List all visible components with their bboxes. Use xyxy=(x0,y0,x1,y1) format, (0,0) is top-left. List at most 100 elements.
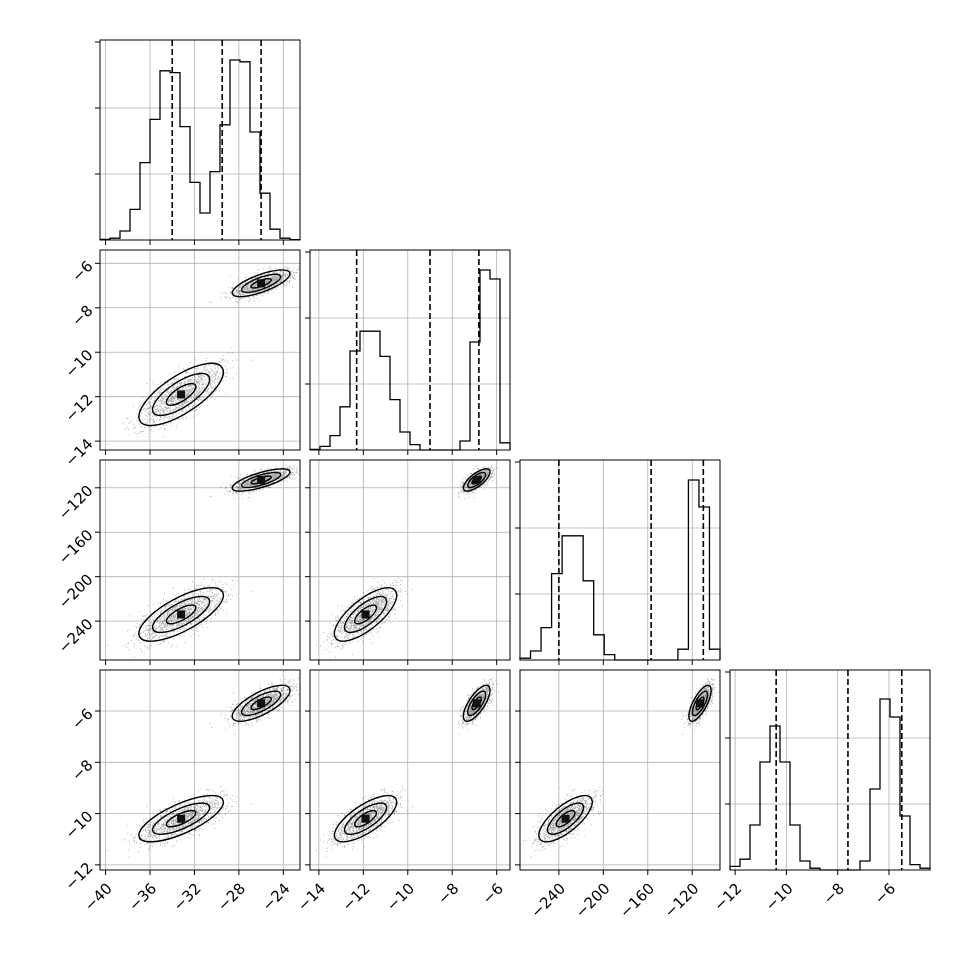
x-tick-label: −12 xyxy=(338,880,373,915)
panel-frame xyxy=(99,459,301,661)
contour-ellipse xyxy=(165,809,197,828)
y-tick-label: −8 xyxy=(68,302,96,330)
panel-frame xyxy=(309,669,511,871)
contour-ellipse xyxy=(353,604,378,625)
density-peak xyxy=(257,279,266,288)
contour-ellipse xyxy=(240,471,282,489)
scatter-points xyxy=(316,677,500,858)
histogram-1 xyxy=(99,59,301,241)
scatter-panel-4-2: −14 −12 −10 −8 −6 xyxy=(294,669,511,915)
x-tick-label: −12 xyxy=(710,880,745,915)
y-tick-label: −12 xyxy=(61,859,96,894)
scatter-dot xyxy=(523,677,719,858)
panel-frame xyxy=(99,39,301,241)
histogram-4 xyxy=(729,698,931,871)
y-tick-label: −160 xyxy=(55,526,97,568)
hist-panel-3 xyxy=(515,459,721,665)
scatter-dot xyxy=(107,264,300,445)
y-tick-label: −14 xyxy=(61,435,96,470)
x-tick-label: −200 xyxy=(572,880,614,922)
scatter-panel-4-1: −40 −36 −32 −28 −24 −12 −10 −8 −6 xyxy=(61,669,301,915)
scatter-points xyxy=(316,462,500,658)
contour-ellipse xyxy=(231,269,291,298)
scatter-points xyxy=(107,264,300,445)
contour-ellipse xyxy=(138,362,225,427)
x-tick-label: −240 xyxy=(527,880,569,922)
scatter-dot xyxy=(107,677,300,858)
contour-ellipse xyxy=(343,802,388,835)
panel-frame xyxy=(519,669,721,871)
panel-frame xyxy=(309,459,511,661)
contour-ellipse xyxy=(231,468,291,492)
scatter-panel-3-1: −240−200−160−120 xyxy=(55,459,301,665)
x-tick-label: −8 xyxy=(820,880,848,908)
y-tick-label: −12 xyxy=(61,390,96,425)
density-peak xyxy=(561,814,570,823)
contour-ellipse xyxy=(691,690,709,717)
x-tick-label: −40 xyxy=(81,880,116,915)
hist-panel-1 xyxy=(95,39,301,245)
scatter-points xyxy=(523,677,719,858)
x-tick-label: −120 xyxy=(661,880,703,922)
density-peak xyxy=(361,814,370,823)
panel-frame xyxy=(519,459,721,661)
histogram-2 xyxy=(309,269,511,451)
x-tick-label: −10 xyxy=(762,880,797,915)
x-tick-label: −28 xyxy=(214,880,249,915)
panel-frame xyxy=(729,669,931,871)
contour-ellipse xyxy=(151,595,211,634)
scatter-dot xyxy=(316,677,500,858)
density-peak xyxy=(257,699,266,708)
contour-ellipse xyxy=(138,794,225,843)
contour-ellipse xyxy=(462,468,491,492)
panel-frame xyxy=(99,249,301,451)
panel-frame xyxy=(309,249,511,451)
histogram-3 xyxy=(519,479,721,661)
density-peak xyxy=(177,814,186,823)
contour-ellipse xyxy=(333,794,398,843)
density-peak xyxy=(472,699,481,708)
x-tick-label: −24 xyxy=(258,880,293,915)
hist-panel-4: −12 −10 −8 −6 xyxy=(710,669,931,915)
x-tick-label: −36 xyxy=(125,880,160,915)
contour-ellipse xyxy=(231,684,291,722)
contour-ellipse xyxy=(240,273,282,294)
contour-ellipse xyxy=(688,684,712,722)
hist-panel-2 xyxy=(305,249,511,455)
density-peak xyxy=(177,610,186,619)
contour-ellipse xyxy=(165,382,197,407)
x-tick-label: −8 xyxy=(434,880,462,908)
contour-ellipse xyxy=(343,595,388,634)
x-tick-label: −6 xyxy=(871,880,899,908)
density-peak xyxy=(257,476,266,484)
y-tick-label: −8 xyxy=(68,756,96,784)
contour-ellipse xyxy=(240,690,282,717)
density-peak xyxy=(472,476,481,484)
contour-ellipse xyxy=(546,802,585,835)
x-tick-label: −6 xyxy=(479,880,507,908)
contour-ellipse xyxy=(466,690,487,717)
scatter-points xyxy=(107,465,300,658)
x-tick-label: −14 xyxy=(294,880,329,915)
scatter-panel-4-3: −240 −200 −160 −120 xyxy=(515,669,721,922)
y-tick-label: −10 xyxy=(61,346,96,381)
contour-ellipse xyxy=(151,802,211,835)
density-peak xyxy=(696,699,704,708)
y-tick-label: −240 xyxy=(55,615,97,657)
contour-ellipse xyxy=(538,794,593,843)
y-tick-label: −6 xyxy=(68,705,96,733)
x-tick-label: −32 xyxy=(170,880,205,915)
scatter-panel-3-2 xyxy=(305,459,511,665)
y-tick-label: −6 xyxy=(68,257,96,285)
contour-ellipse xyxy=(165,604,197,625)
x-tick-label: −160 xyxy=(616,880,658,922)
contour-ellipse xyxy=(138,587,225,642)
contour-ellipse xyxy=(333,587,398,642)
panel-frame xyxy=(99,669,301,871)
x-tick-label: −10 xyxy=(383,880,418,915)
density-peak xyxy=(361,610,370,619)
scatter-panel-2-1: −14 −12 −10 −8 −6 xyxy=(61,249,301,470)
contour-ellipse xyxy=(462,684,491,722)
contour-ellipse xyxy=(353,809,378,828)
